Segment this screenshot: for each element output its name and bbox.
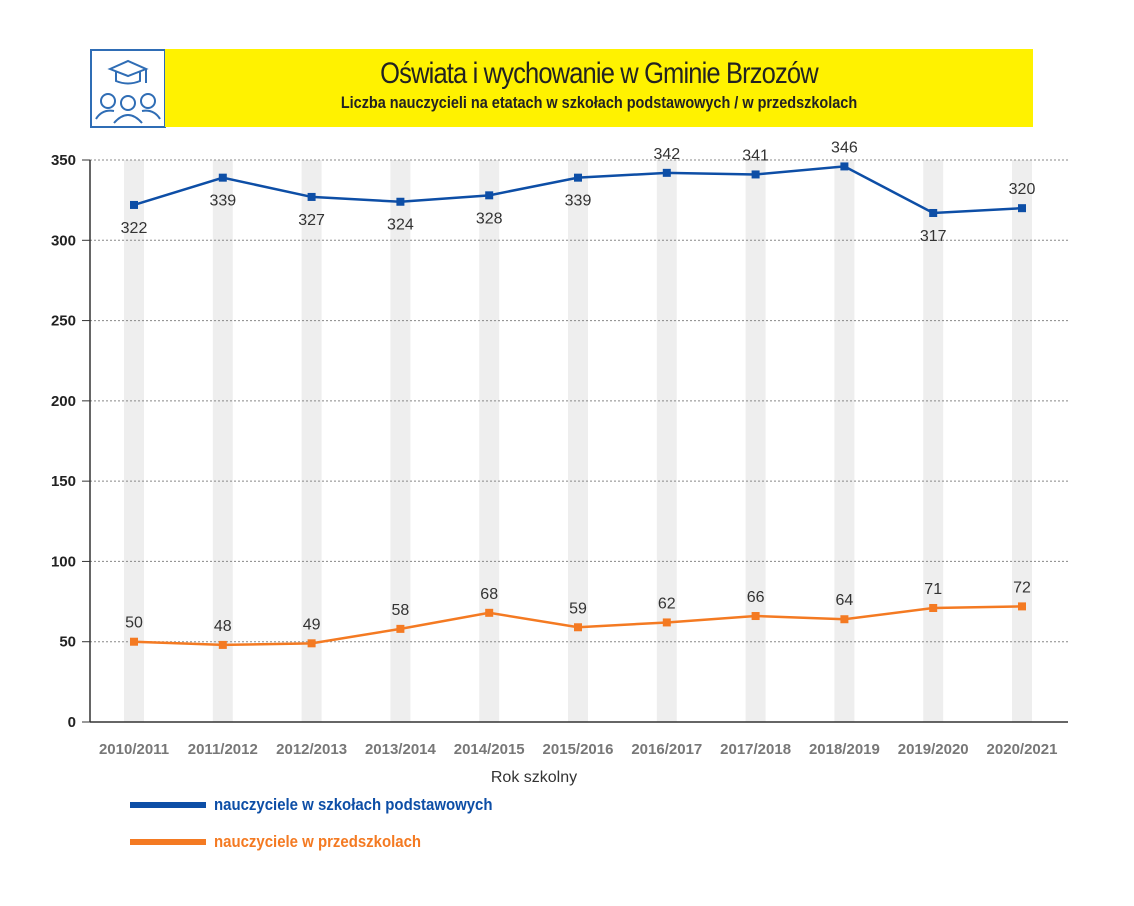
legend-swatch-orange <box>130 839 206 845</box>
data-point <box>485 608 494 617</box>
data-point <box>130 637 138 646</box>
data-label: 50 <box>125 615 143 632</box>
x-tick-label: 2015/2016 <box>543 741 614 758</box>
x-tick-label: 2011/2012 <box>188 741 258 758</box>
data-point <box>751 612 760 621</box>
data-point <box>662 168 671 177</box>
category-band <box>923 160 944 722</box>
data-point <box>929 208 938 217</box>
data-label: 62 <box>658 595 676 612</box>
data-point <box>307 192 316 201</box>
data-label: 66 <box>747 589 765 606</box>
data-point <box>396 197 405 206</box>
data-label: 324 <box>387 217 414 234</box>
y-tick-label: 150 <box>51 473 76 490</box>
legend-label: nauczyciele w przedszkolach <box>214 832 422 851</box>
x-tick-label: 2010/2011 <box>99 741 169 758</box>
data-point <box>130 200 138 209</box>
category-band <box>568 160 588 722</box>
category-band <box>656 160 677 722</box>
data-point <box>396 624 405 633</box>
data-point <box>840 162 849 171</box>
category-band <box>212 160 233 722</box>
x-tick-label: 2018/2019 <box>809 741 880 758</box>
y-tick-label: 50 <box>59 634 76 651</box>
data-label: 339 <box>209 193 236 210</box>
y-tick-label: 0 <box>68 714 76 731</box>
data-point <box>840 615 849 624</box>
legend-label: nauczyciele w szkołach podstawowych <box>214 795 493 814</box>
y-tick-label: 250 <box>51 313 76 330</box>
category-band <box>834 160 855 722</box>
data-label: 72 <box>1013 579 1031 596</box>
x-tick-label: 2019/2020 <box>898 741 969 758</box>
legend-item-primary-schools: nauczyciele w szkołach podstawowych <box>130 795 531 815</box>
data-label: 328 <box>476 210 503 227</box>
category-band <box>390 160 411 722</box>
data-label: 346 <box>831 139 858 156</box>
chart-subtitle: Liczba nauczycieli na etatach w szkołach… <box>340 93 858 112</box>
data-point <box>662 618 671 627</box>
y-tick-label: 200 <box>51 393 76 410</box>
data-label: 320 <box>1009 181 1036 198</box>
category-band <box>1012 160 1032 722</box>
data-point <box>929 603 938 612</box>
data-label: 339 <box>565 193 592 210</box>
data-label: 58 <box>392 602 410 619</box>
data-point <box>574 173 582 182</box>
category-band <box>745 160 766 722</box>
x-tick-label: 2020/2021 <box>987 741 1058 758</box>
x-tick-label: 2017/2018 <box>720 741 791 758</box>
chart-title: Oświata i wychowanie w Gminie Brzozów <box>380 57 818 90</box>
data-label: 317 <box>920 228 947 245</box>
data-label: 48 <box>214 618 232 635</box>
data-label: 342 <box>653 146 680 163</box>
category-band <box>124 160 144 722</box>
data-label: 322 <box>121 220 148 237</box>
chart-header: Oświata i wychowanie w Gminie Brzozów Li… <box>165 49 1033 127</box>
data-label: 49 <box>303 616 321 633</box>
category-band <box>301 160 322 722</box>
data-point <box>307 639 316 648</box>
data-label: 327 <box>298 212 325 229</box>
y-tick-label: 350 <box>51 152 76 169</box>
x-tick-label: 2013/2014 <box>365 741 437 758</box>
data-label: 71 <box>924 581 942 598</box>
data-label: 64 <box>836 592 854 609</box>
data-point <box>1018 204 1026 213</box>
legend-item-preschools: nauczyciele w przedszkolach <box>130 832 449 852</box>
x-tick-label: 2012/2013 <box>276 741 347 758</box>
x-tick-label: 2014/2015 <box>454 741 525 758</box>
x-tick-label: 2016/2017 <box>631 741 702 758</box>
data-point <box>1018 602 1026 611</box>
y-tick-label: 300 <box>51 232 76 249</box>
data-label: 59 <box>569 600 587 617</box>
data-label: 341 <box>742 147 769 164</box>
category-band <box>479 160 500 722</box>
y-tick-label: 100 <box>51 553 76 570</box>
data-point <box>574 623 582 632</box>
graduation-students-icon <box>90 49 166 128</box>
data-point <box>218 640 227 649</box>
x-axis-title: Rok szkolny <box>491 769 577 786</box>
data-point <box>751 170 760 179</box>
data-point <box>218 173 227 182</box>
data-point <box>485 191 494 200</box>
data-label: 68 <box>480 586 498 603</box>
legend-swatch-blue <box>130 802 206 808</box>
